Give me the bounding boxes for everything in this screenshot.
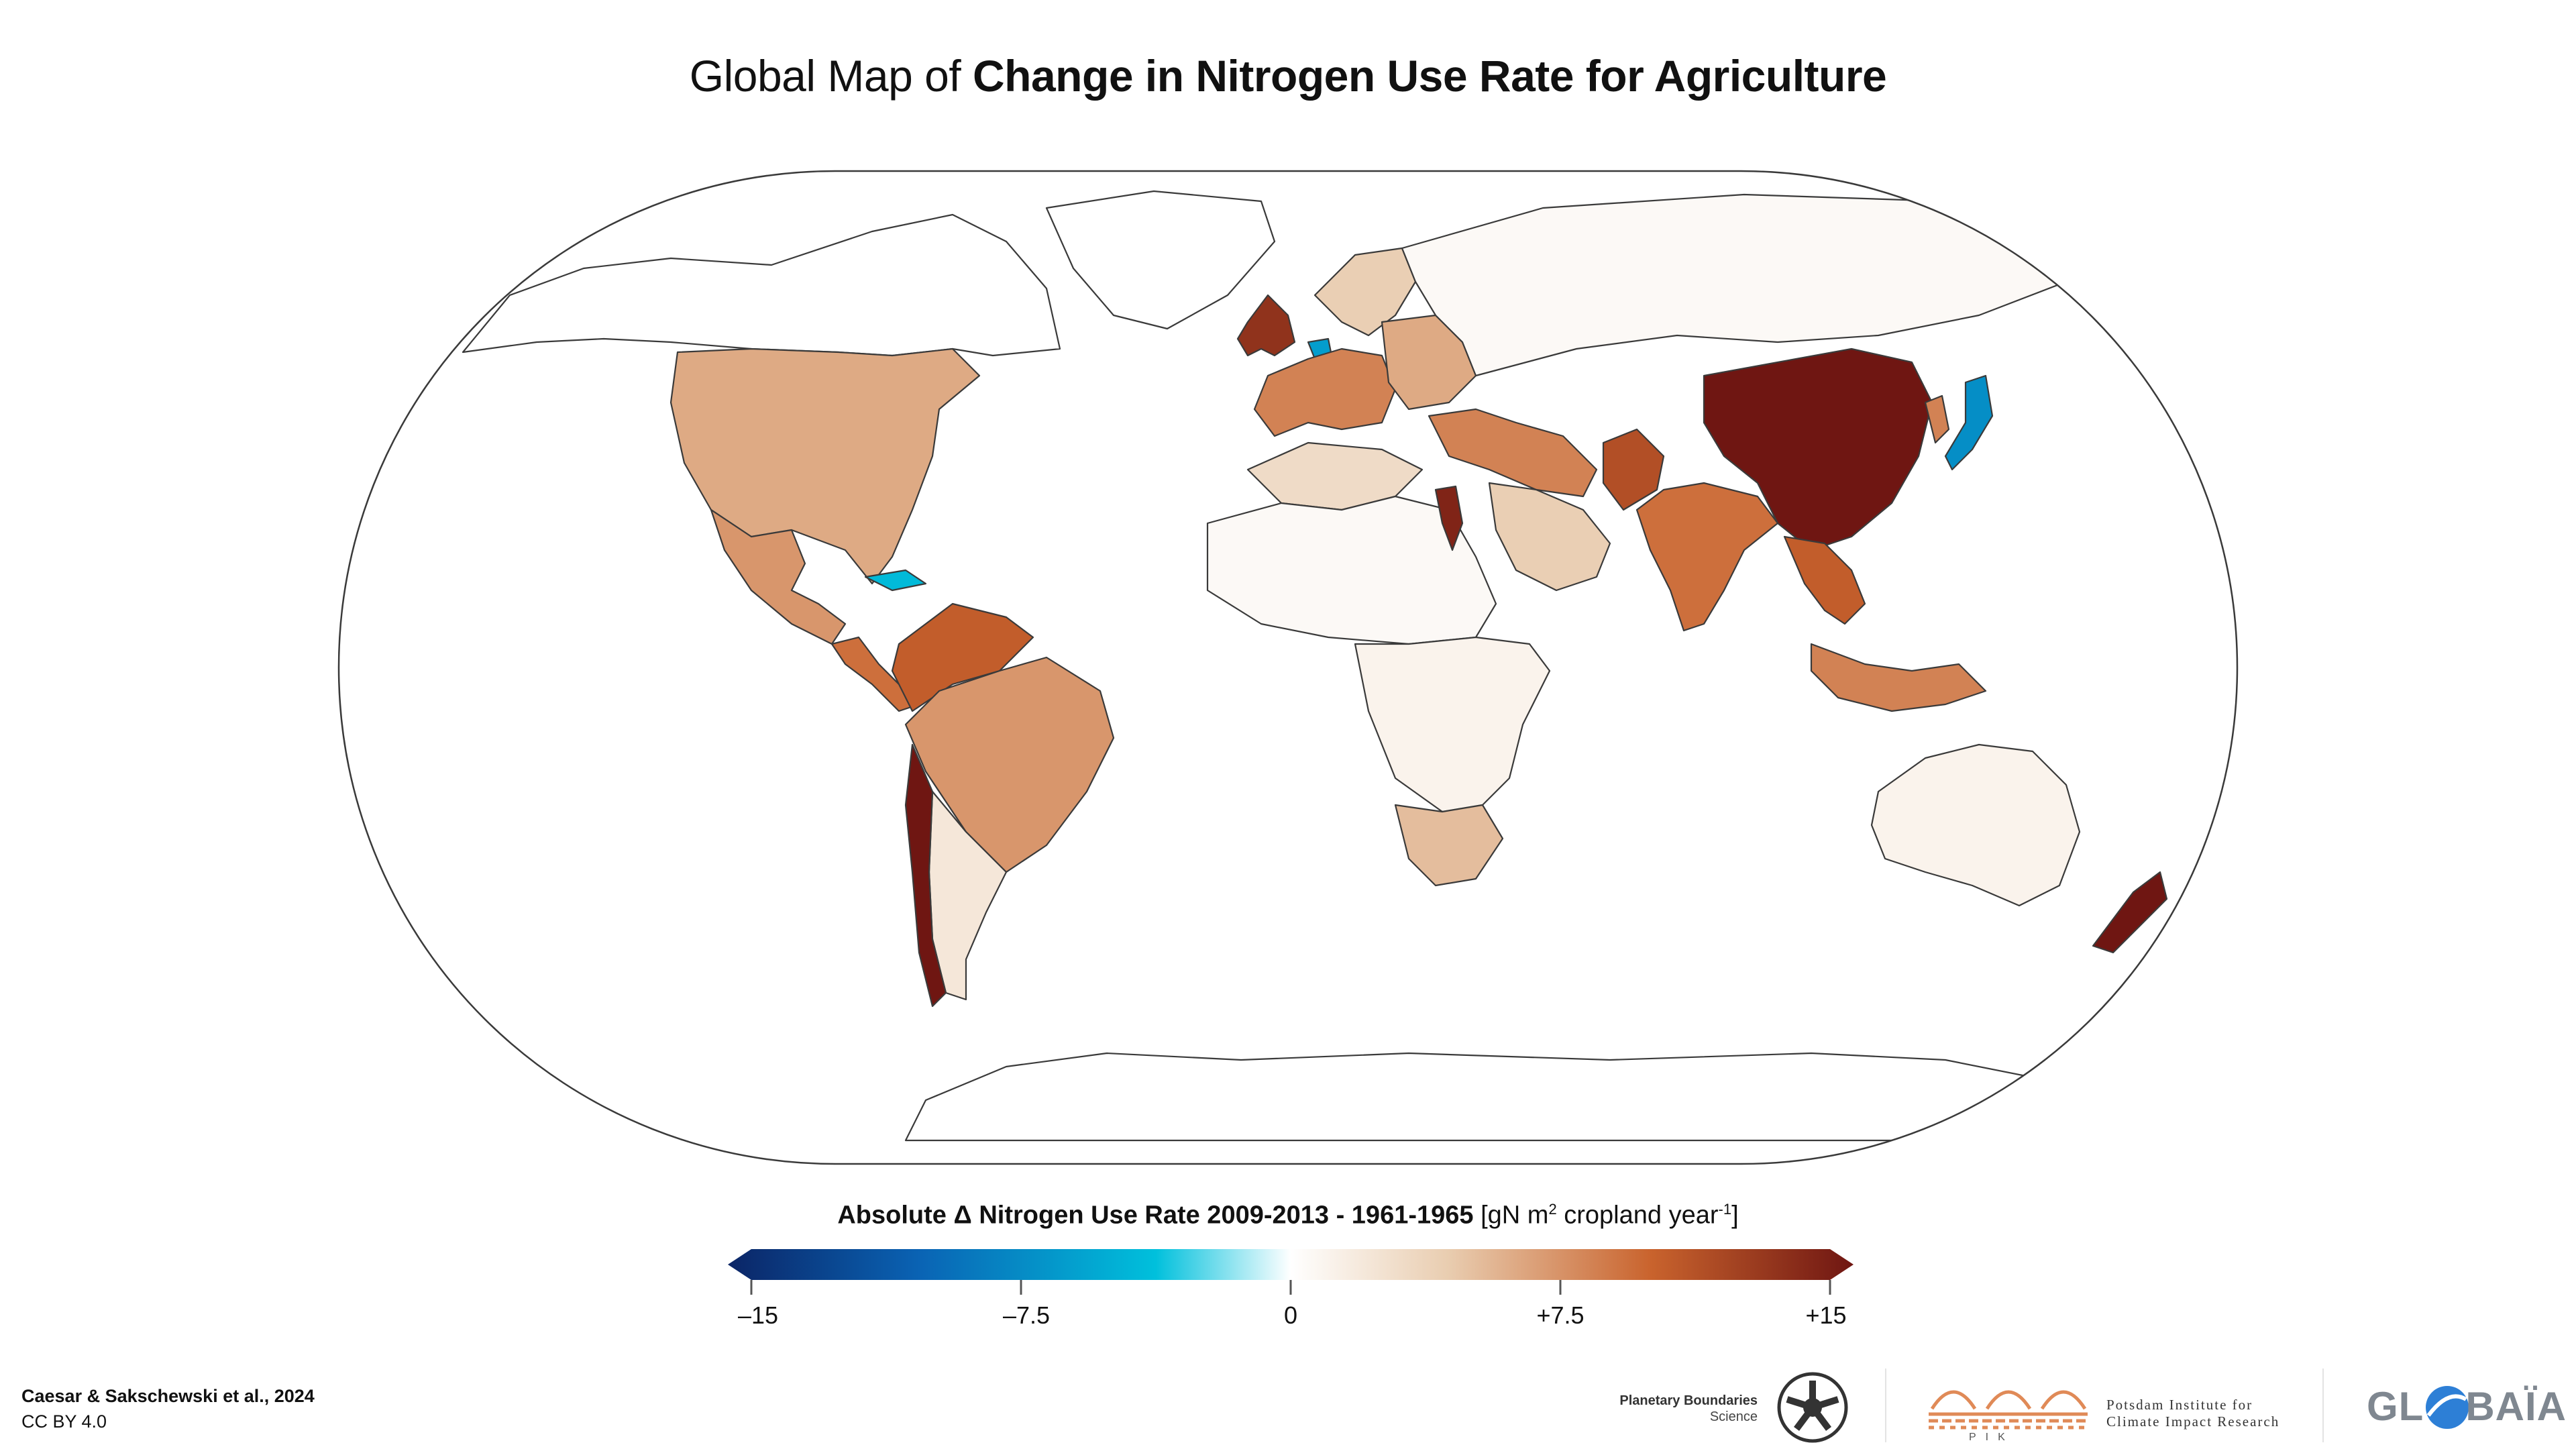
colorbar-body [728,1249,1854,1280]
region-korea [1924,394,1950,444]
page-title: Global Map of Change in Nitrogen Use Rat… [0,50,2576,101]
pik-abbr: PIK [1969,1432,2015,1443]
globaia-logo: GL BAÏA [2367,1383,2567,1430]
region-russia [1401,193,2068,377]
region-southeast-asia [1783,535,1866,625]
colorbar-tick-label: +15 [1805,1301,1847,1329]
region-india [1635,482,1779,632]
citation-authors: Caesar & Sakschewski et al., 2024 [21,1386,315,1406]
region-pakistan [1602,428,1665,511]
region-brazil [904,656,1115,873]
title-prefix: Global Map of [689,51,973,101]
region-australia [1870,743,2081,907]
colorbar-tick-label: –7.5 [1002,1301,1051,1329]
pik-logo-text: Potsdam Institute for Climate Impact Res… [2106,1397,2279,1430]
legend-unit-sup1: 2 [1548,1201,1557,1218]
region-canada-arctic [462,213,1061,357]
region-chile [904,743,947,1008]
logo-divider [2322,1368,2324,1442]
colorbar-tick-label: –15 [737,1301,779,1329]
colorbar-tick-label: 0 [1283,1301,1298,1329]
legend-unit-suffix: ] [1731,1201,1739,1230]
region-china [1703,347,1933,551]
legend-unit-mid: cropland year [1556,1201,1719,1230]
colorbar-tick-label: +7.5 [1536,1301,1585,1329]
legend-unit-sup2: -1 [1718,1201,1732,1218]
region-south-africa [1394,804,1504,887]
pik-line2: Climate Impact Research [2106,1413,2280,1430]
pb-line1: Planetary Boundaries [1619,1393,1758,1408]
globe-outline [337,170,2239,1165]
region-arabia [1488,482,1611,592]
region-new-zealand [2092,871,2168,954]
pik-line1: Potsdam Institute for [2106,1397,2253,1413]
logo-divider [1885,1368,1886,1442]
region-greenland [1045,190,1276,330]
pb-line2: Science [1709,1409,1758,1424]
legend-unit-prefix: [gN m [1481,1201,1549,1230]
globaia-post: BAÏA [2465,1384,2567,1429]
region-scandinavia [1313,247,1417,337]
region-egypt-nile [1434,485,1464,551]
legend-title-bold: Absolute Δ Nitrogen Use Rate 2009-2013 -… [837,1201,1474,1230]
legend-title: Absolute Δ Nitrogen Use Rate 2009-2013 -… [0,1201,2576,1230]
colorbar [728,1249,1854,1295]
pb-logo-icon [1777,1372,1848,1443]
region-uk-ireland [1236,294,1296,357]
pb-logo-text: Planetary Boundaries Science [1597,1393,1758,1425]
citation-license: CC BY 4.0 [21,1411,107,1432]
region-central-africa [1354,636,1551,813]
region-antarctica [904,1052,2081,1142]
citation: Caesar & Sakschewski et al., 2024 CC BY … [21,1383,315,1434]
region-cuba [864,569,927,592]
globaia-logo-icon [2426,1386,2469,1429]
region-western-europe [1253,347,1397,437]
region-indonesia [1810,643,1987,712]
region-japan [1944,374,1994,471]
region-usa [669,347,981,585]
region-sahara [1206,495,1497,645]
globaia-pre: GL [2367,1384,2424,1429]
region-turkey-middle-east [1428,408,1598,498]
title-emphasis: Change in Nitrogen Use Rate for Agricult… [973,51,1887,101]
pik-logo-icon [1929,1390,2088,1430]
region-mexico [710,508,847,645]
